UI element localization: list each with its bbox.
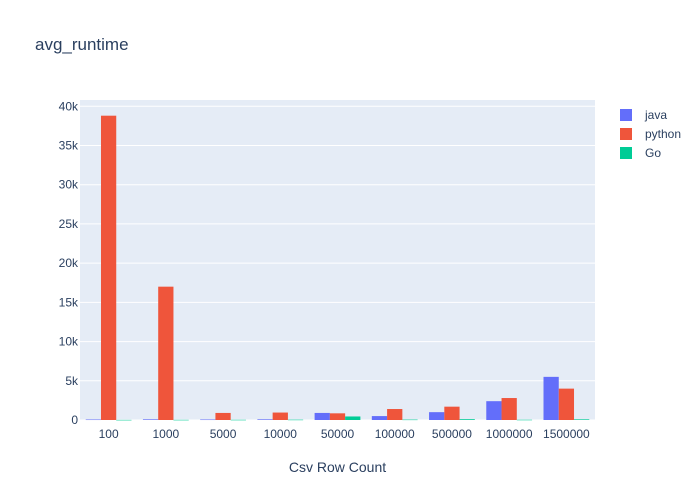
y-tick-label: 5k — [65, 374, 79, 388]
bar-java-1000000[interactable] — [486, 401, 502, 420]
legend-swatch — [620, 128, 632, 140]
y-tick-label: 15k — [59, 295, 79, 309]
bar-go-50000[interactable] — [345, 416, 361, 420]
bar-java-100000[interactable] — [371, 416, 388, 420]
legend-swatch — [620, 147, 632, 159]
bar-python-50000[interactable] — [329, 413, 346, 420]
x-tick-label: 1000000 — [486, 427, 533, 441]
y-tick-label: 20k — [59, 256, 79, 270]
x-axis-title: Csv Row Count — [289, 459, 386, 475]
y-axis-ticks: 0 5k 10k 15k 20k 25k 30k 35k 40k — [59, 99, 79, 427]
x-tick-label: 50000 — [321, 427, 355, 441]
bar-java-1000[interactable] — [142, 419, 159, 420]
x-axis-ticks: 100 1000 5000 10000 50000 100000 500000 1000000… — [99, 427, 590, 441]
bar-java-50000[interactable] — [314, 412, 330, 420]
x-tick-label: 1000 — [152, 427, 179, 441]
bar-python-100000[interactable] — [387, 409, 403, 420]
legend[interactable]: java python Go — [620, 108, 681, 160]
x-tick-label: 5000 — [210, 427, 237, 441]
plot-area — [80, 100, 595, 420]
x-tick-label: 10000 — [264, 427, 298, 441]
chart-title: avg_runtime — [35, 35, 129, 54]
bar-python-1000[interactable] — [158, 286, 174, 420]
bar-go-100[interactable] — [116, 419, 132, 421]
y-tick-label: 35k — [59, 138, 79, 152]
x-tick-label: 100 — [99, 427, 119, 441]
x-tick-label: 1500000 — [543, 427, 590, 441]
legend-swatch — [620, 109, 632, 121]
legend-item-java[interactable]: java — [620, 108, 667, 122]
y-tick-label: 10k — [59, 335, 79, 349]
bar-java-5000[interactable] — [200, 419, 216, 421]
x-tick-label: 100000 — [375, 427, 415, 441]
legend-item-python[interactable]: python — [620, 127, 681, 141]
y-tick-label: 40k — [59, 99, 79, 113]
bar-python-5000[interactable] — [215, 412, 231, 420]
y-tick-label: 25k — [59, 217, 79, 231]
bar-go-1500000[interactable] — [574, 419, 590, 420]
bar-go-10000[interactable] — [287, 419, 304, 421]
legend-label: Go — [645, 146, 661, 160]
bar-java-100[interactable] — [85, 419, 101, 421]
bar-java-500000[interactable] — [429, 412, 445, 420]
bar-go-1000000[interactable] — [516, 419, 533, 421]
legend-item-go[interactable]: Go — [620, 146, 661, 160]
bar-go-100000[interactable] — [402, 419, 418, 421]
bars — [85, 115, 590, 421]
bar-python-10000[interactable] — [272, 412, 288, 420]
y-tick-label: 30k — [59, 178, 79, 192]
bar-python-1000000[interactable] — [501, 398, 517, 420]
bar-java-10000[interactable] — [257, 419, 273, 420]
bar-python-1500000[interactable] — [558, 388, 575, 420]
bar-python-100[interactable] — [100, 115, 117, 420]
bar-python-500000[interactable] — [444, 406, 460, 420]
legend-label: java — [644, 108, 667, 122]
y-tick-label: 0 — [71, 413, 78, 427]
x-tick-label: 500000 — [432, 427, 472, 441]
bar-go-5000[interactable] — [230, 419, 246, 421]
legend-label: python — [645, 127, 681, 141]
bar-go-1000[interactable] — [173, 419, 189, 421]
bar-java-1500000[interactable] — [543, 376, 559, 420]
bar-go-500000[interactable] — [459, 419, 475, 420]
